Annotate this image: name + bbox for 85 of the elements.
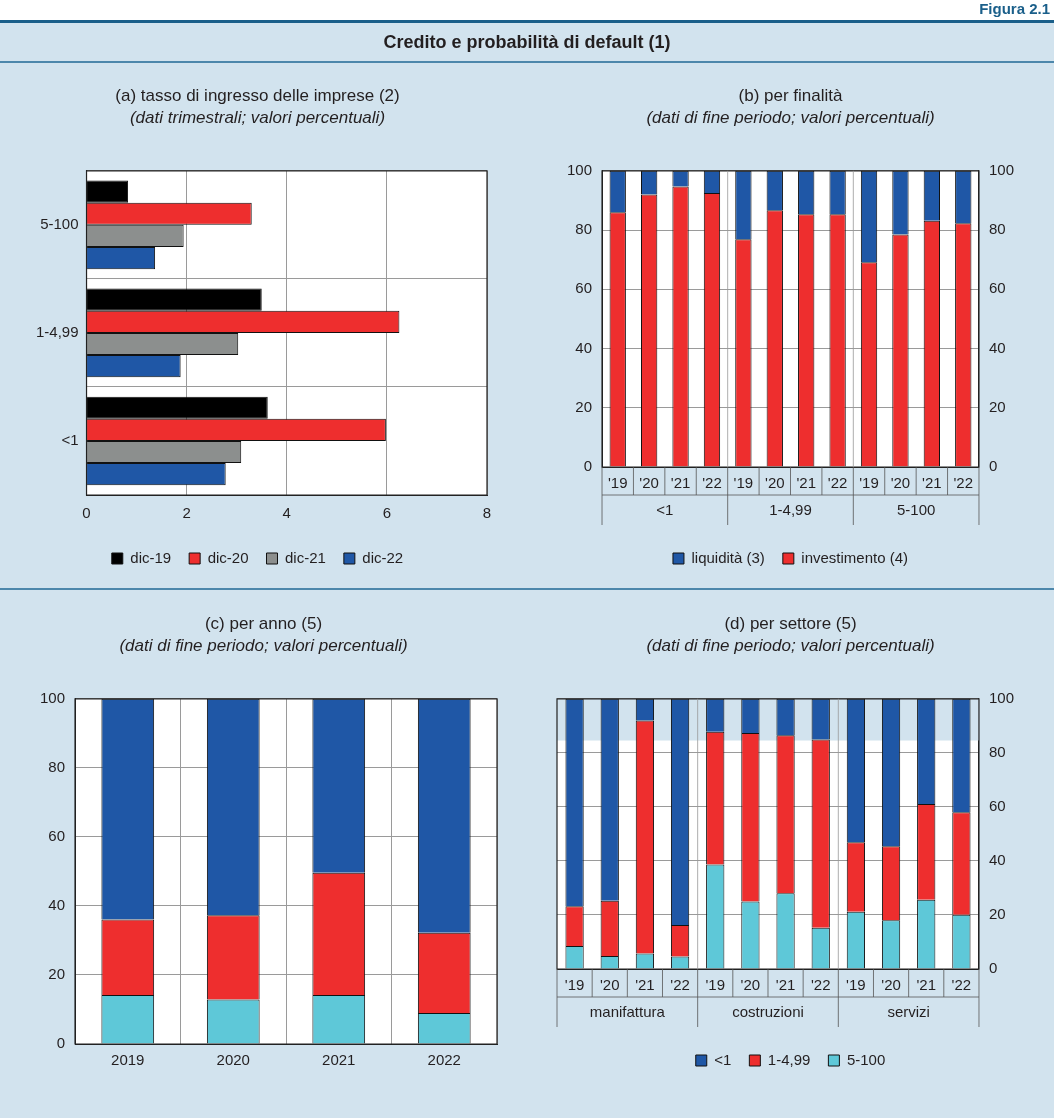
x-tick-label: 6 xyxy=(382,504,392,522)
x-tick-label: '21 xyxy=(916,976,937,994)
legend-label: liquidità (3) xyxy=(691,548,765,566)
y-tick-label: 20 xyxy=(48,965,66,983)
chart-subtitle: (dati di fine periodo; valori percentuali) xyxy=(646,108,935,128)
x-tick-label: '22 xyxy=(670,976,690,994)
y2-tick-label: 0 xyxy=(988,959,998,977)
x-tick-label: 0 xyxy=(82,504,91,522)
text: Credito e probabilità di default (1) xyxy=(0,23,1054,63)
x-tick-label: '20 xyxy=(890,474,911,492)
legend-label: dic-20 xyxy=(207,548,249,566)
x-tick-label: 2020 xyxy=(216,1051,250,1069)
legend-label: investimento (4) xyxy=(801,548,909,566)
y-tick-label: 0 xyxy=(583,457,593,475)
x-tick-label: '19 xyxy=(564,976,585,994)
text: 1-4,99 xyxy=(769,501,812,519)
legend-label: 5-100 xyxy=(846,1050,886,1068)
chart-title: (a) tasso di ingresso delle imprese (2) xyxy=(115,85,400,105)
y2-tick-label: 80 xyxy=(988,220,1006,238)
x-tick-label: 2 xyxy=(182,504,191,522)
x-tick-label: '20 xyxy=(881,976,901,994)
y-tick-label: 40 xyxy=(575,338,593,356)
y-tick-label: 40 xyxy=(48,896,66,914)
x-tick-label: '22 xyxy=(702,474,722,492)
y2-tick-label: 20 xyxy=(988,905,1006,923)
text: costruzioni xyxy=(732,1003,804,1021)
x-tick-label: '22 xyxy=(953,474,974,492)
x-tick-label: 2019 xyxy=(111,1051,145,1069)
y-tick-label: 100 xyxy=(40,688,66,706)
x-tick-label: '19 xyxy=(607,474,628,492)
y2-tick-label: 60 xyxy=(988,279,1006,297)
x-tick-label: 8 xyxy=(482,504,492,522)
legend-label: dic-22 xyxy=(362,548,404,566)
x-tick-label: '20 xyxy=(599,976,620,994)
y-tick-label: 5-100 xyxy=(40,214,79,232)
x-tick-label: '19 xyxy=(846,976,866,994)
x-tick-label: 2022 xyxy=(427,1051,461,1069)
y2-tick-label: 80 xyxy=(988,742,1006,760)
chart-subtitle: (dati di fine periodo; valori percentuali) xyxy=(646,636,935,656)
x-tick-label: '21 xyxy=(922,474,942,492)
x-tick-label: '22 xyxy=(810,976,831,994)
y2-tick-label: 60 xyxy=(988,797,1006,815)
text: Figura 2.1 xyxy=(979,0,1050,17)
y2-tick-label: 40 xyxy=(988,851,1006,869)
chart-subtitle: (dati trimestrali; valori percentuali) xyxy=(129,108,386,128)
legend-label: dic-21 xyxy=(285,548,326,566)
y2-tick-label: 100 xyxy=(988,160,1014,178)
y2-tick-label: 0 xyxy=(988,457,998,475)
y-tick-label: 20 xyxy=(575,397,593,415)
x-tick-label: '19 xyxy=(859,474,879,492)
legend-label: <1 xyxy=(714,1050,732,1068)
x-tick-label: '20 xyxy=(765,474,785,492)
chart-title: (d) per settore (5) xyxy=(724,613,857,633)
y-tick-label: 80 xyxy=(575,220,593,238)
x-tick-label: '22 xyxy=(827,474,848,492)
text: servizi xyxy=(887,1003,930,1021)
y-tick-label: 60 xyxy=(575,279,593,297)
x-tick-label: '20 xyxy=(740,976,761,994)
text: <1 xyxy=(656,501,674,519)
x-tick-label: '21 xyxy=(635,976,655,994)
x-tick-label: '20 xyxy=(639,474,659,492)
y2-tick-label: 100 xyxy=(988,688,1014,706)
x-tick-label: 2021 xyxy=(322,1051,356,1069)
y2-tick-label: 40 xyxy=(988,338,1006,356)
y-tick-label: 1-4,99 xyxy=(35,323,79,341)
y2-tick-label: 20 xyxy=(988,397,1006,415)
legend-label: dic-19 xyxy=(130,548,172,566)
legend-label: 1-4,99 xyxy=(767,1050,811,1068)
text: manifattura xyxy=(589,1003,666,1021)
chart-title: (c) per anno (5) xyxy=(204,613,323,633)
x-tick-label: 4 xyxy=(282,504,291,522)
x-tick-label: '21 xyxy=(796,474,816,492)
text: 5-100 xyxy=(896,501,936,519)
chart-subtitle: (dati di fine periodo; valori percentuali) xyxy=(119,636,408,656)
x-tick-label: '21 xyxy=(670,474,691,492)
chart-title: (b) per finalità xyxy=(738,85,844,105)
y-tick-label: <1 xyxy=(61,431,79,449)
x-tick-label: '21 xyxy=(775,976,796,994)
x-tick-label: '19 xyxy=(705,976,726,994)
y-tick-label: 100 xyxy=(567,160,593,178)
x-tick-label: '22 xyxy=(951,976,972,994)
y-tick-label: 0 xyxy=(56,1034,66,1052)
y-tick-label: 80 xyxy=(48,757,66,775)
y-tick-label: 60 xyxy=(48,827,66,845)
x-tick-label: '19 xyxy=(733,474,754,492)
